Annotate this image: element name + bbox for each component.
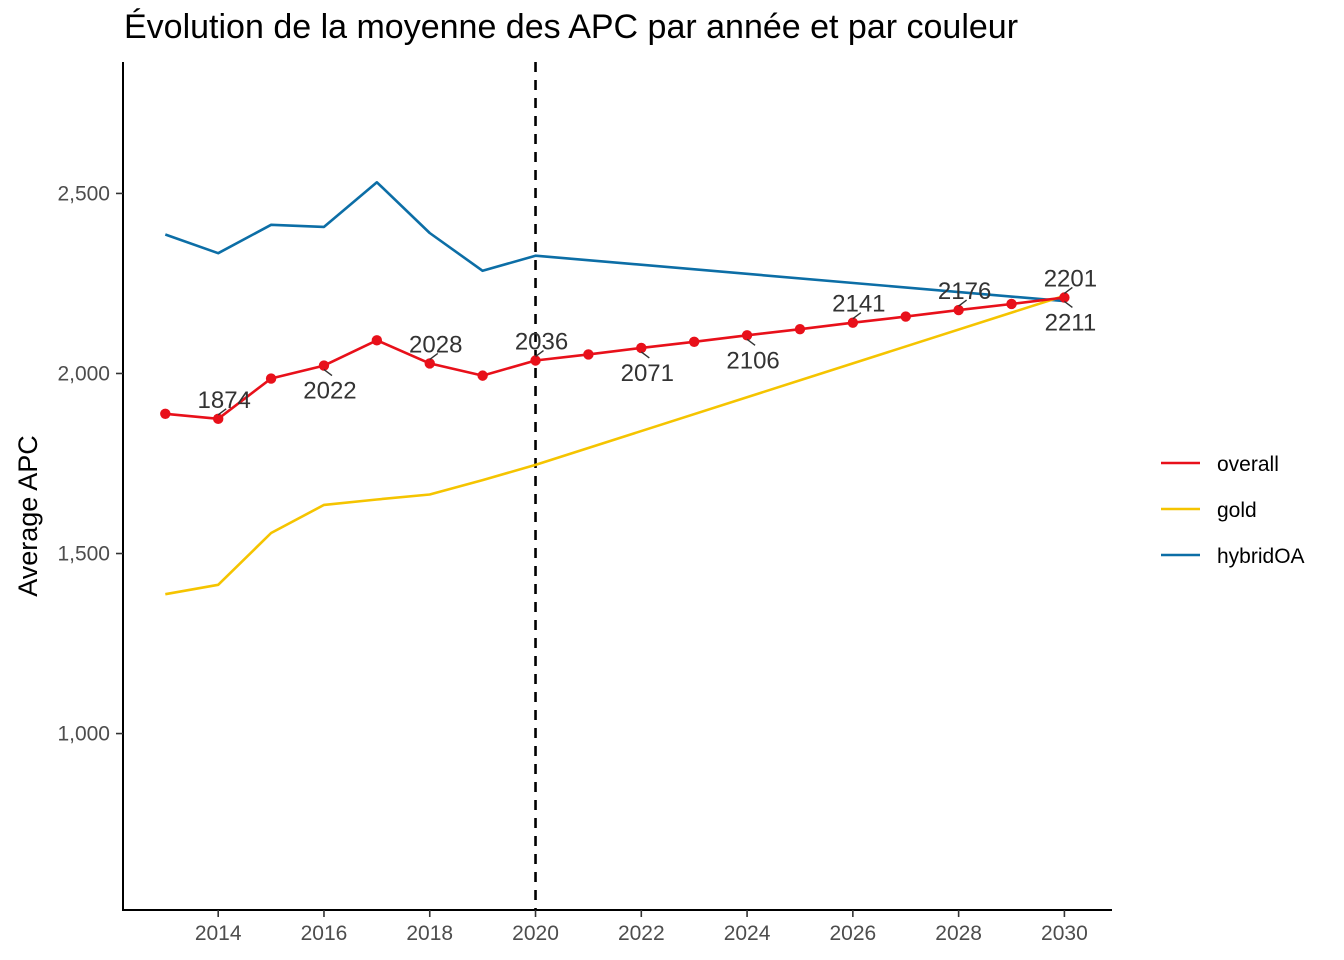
data-label-connector <box>958 299 968 307</box>
data-point-overall <box>847 317 859 328</box>
data-label-connector <box>217 408 227 416</box>
data-label: 2036 <box>515 329 568 356</box>
data-point-overall <box>477 370 488 381</box>
x-tick-label: 2020 <box>512 922 559 945</box>
series-line-hybridoa <box>164 181 1065 303</box>
data-point-overall <box>265 373 277 384</box>
data-point-overall <box>212 413 224 425</box>
data-label-connector <box>323 368 333 377</box>
data-label: 2022 <box>303 378 356 405</box>
data-point-overall <box>530 355 541 366</box>
data-point-overall <box>1059 292 1070 303</box>
data-point-overall <box>424 358 435 369</box>
chart-marks: 1874 2022 2028 2036 2071 2106 2141 2176 2201 2211 <box>160 62 1097 910</box>
x-tick-label: 2018 <box>406 922 453 945</box>
series-line-overall <box>165 296 1065 421</box>
legend-label-gold: gold <box>1217 499 1257 522</box>
data-label: 2028 <box>409 331 462 358</box>
data-point-overall <box>318 360 330 371</box>
legend-label-overall: overall <box>1217 453 1279 476</box>
data-label-connector <box>1063 286 1073 295</box>
data-label: 1874 <box>198 387 251 414</box>
data-point-overall <box>900 311 911 322</box>
x-tick-label: 2022 <box>618 922 665 945</box>
x-tick-label: 2030 <box>1041 922 1088 945</box>
data-label: 2176 <box>938 278 991 305</box>
data-label-connector <box>429 352 439 360</box>
x-tick-label: 2014 <box>195 922 242 945</box>
y-tick-label: 2,500 <box>57 182 110 205</box>
data-label-connector <box>535 349 544 358</box>
data-label: 2106 <box>726 347 779 374</box>
data-label-connector <box>746 338 756 346</box>
chart-axes: 2014 2016 2018 2020 2022 2024 2026 2028 2030 1,00… <box>13 62 1112 945</box>
data-point-overall <box>741 330 753 341</box>
data-label: 2071 <box>621 360 674 387</box>
data-point-overall <box>160 408 171 420</box>
x-tick-label: 2026 <box>829 922 876 945</box>
legend: overall gold hybridOA <box>1161 453 1305 568</box>
data-point-overall <box>953 304 964 316</box>
y-tick-label: 1,500 <box>57 543 110 566</box>
x-tick-label: 2016 <box>301 922 348 945</box>
data-point-overall <box>1006 298 1017 310</box>
data-label: 2201 <box>1044 265 1097 292</box>
data-point-overall <box>583 349 594 360</box>
chart-title: Évolution de la moyenne des APC par anné… <box>124 8 1019 46</box>
series-line-gold <box>165 294 1065 596</box>
data-point-overall <box>688 336 700 347</box>
y-tick-label: 1,000 <box>57 723 110 746</box>
x-tick-label: 2024 <box>724 922 771 945</box>
data-point-overall <box>371 335 383 346</box>
data-label: 2141 <box>832 291 885 318</box>
data-label-connector <box>640 351 650 359</box>
data-label: 2211 <box>1045 309 1097 336</box>
data-label-connector <box>852 312 862 320</box>
data-point-overall <box>636 342 647 354</box>
y-axis-title: Average APC <box>13 435 43 597</box>
y-tick-label: 2,000 <box>57 362 110 385</box>
data-point-overall <box>794 323 806 335</box>
x-tick-label: 2028 <box>935 922 982 945</box>
data-label-connector <box>1063 300 1073 309</box>
legend-label-hybridoa: hybridOA <box>1217 545 1305 568</box>
